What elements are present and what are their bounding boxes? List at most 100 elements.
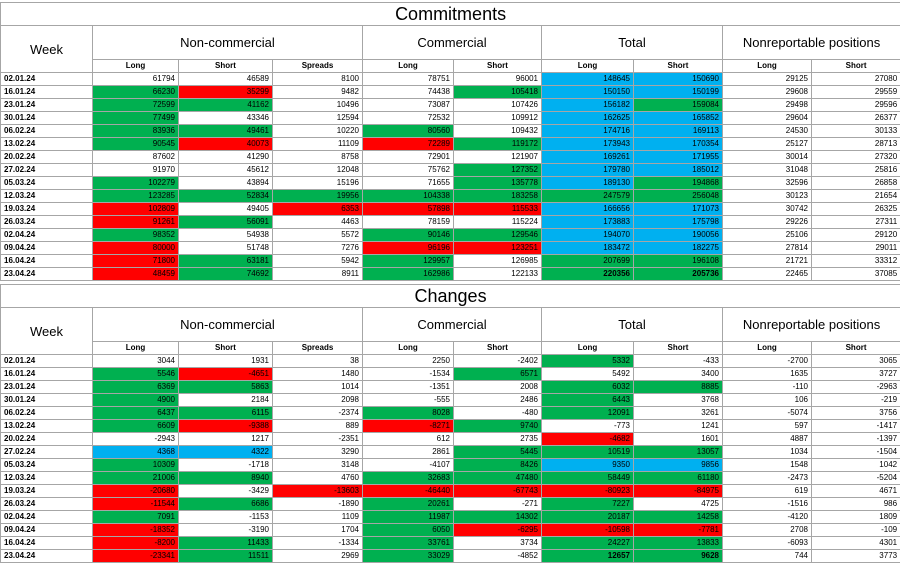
value-cell: 1548 (722, 458, 812, 472)
value-cell: 25106 (722, 228, 812, 242)
value-cell: 33312 (810, 254, 900, 268)
value-cell: 1635 (722, 367, 812, 381)
value-cell: 66230 (92, 85, 179, 99)
table-row: 27.02.24 91970 45612 12048 75762 127352 179780… (0, 163, 900, 177)
value-cell: 72289 (362, 137, 454, 151)
week-date-cell: 27.02.24 (0, 163, 93, 177)
value-cell: 56091 (178, 215, 273, 229)
value-cell: -1890 (272, 497, 363, 511)
commitments-body: 02.01.24 61794 46589 8100 78751 96001 148645 15… (0, 72, 900, 281)
value-cell: 27814 (722, 241, 812, 255)
value-cell: 135778 (453, 176, 542, 190)
group-commercial: Commercial (362, 307, 542, 342)
table-row: 12.03.24 21006 8940 4760 32683 47480 58449 6118… (0, 471, 900, 485)
value-cell: -23341 (92, 549, 179, 563)
commitments-title: Commitments (0, 2, 900, 26)
value-cell: -3190 (178, 523, 273, 537)
value-cell: 4671 (810, 484, 900, 498)
value-cell: 105418 (453, 85, 542, 99)
value-cell: 2861 (362, 445, 454, 459)
group-commercial: Commercial (362, 25, 542, 60)
value-cell: 1704 (272, 523, 363, 537)
week-date-cell: 02.04.24 (0, 228, 93, 242)
value-cell: 98352 (92, 228, 179, 242)
value-cell: 9856 (633, 458, 723, 472)
subheader-noncommercial-short: Short (178, 341, 273, 355)
value-cell: 3290 (272, 445, 363, 459)
value-cell: 148645 (541, 72, 634, 86)
value-cell: 11511 (178, 549, 273, 563)
value-cell: 26377 (810, 111, 900, 125)
value-cell: 2098 (272, 393, 363, 407)
value-cell: -1334 (272, 536, 363, 550)
value-cell: 30742 (722, 202, 812, 216)
value-cell: 29011 (810, 241, 900, 255)
value-cell: 24530 (722, 124, 812, 138)
value-cell: 29559 (810, 85, 900, 99)
value-cell: 6686 (178, 497, 273, 511)
value-cell: 33029 (362, 549, 454, 563)
value-cell: 102809 (92, 202, 179, 216)
value-cell: 4760 (272, 471, 363, 485)
value-cell: 8885 (633, 380, 723, 394)
value-cell: 24227 (541, 536, 634, 550)
value-cell: 612 (362, 432, 454, 446)
value-cell: 90545 (92, 137, 179, 151)
value-cell: 5492 (541, 367, 634, 381)
value-cell: 74438 (362, 85, 454, 99)
value-cell: 80000 (92, 241, 179, 255)
value-cell: 10496 (272, 98, 363, 112)
value-cell: 6115 (178, 406, 273, 420)
value-cell: 169113 (633, 124, 723, 138)
value-cell: 45612 (178, 163, 273, 177)
week-date-cell: 30.01.24 (0, 393, 93, 407)
table-row: 02.04.24 7091 -1153 1109 11987 14302 20187 1425… (0, 510, 900, 524)
value-cell: 22465 (722, 267, 812, 281)
value-cell: 13833 (633, 536, 723, 550)
value-cell: 1931 (178, 354, 273, 368)
value-cell: -9388 (178, 419, 273, 433)
table-row: 02.01.24 61794 46589 8100 78751 96001 148645 15… (0, 72, 900, 86)
value-cell: 104338 (362, 189, 454, 203)
week-date-cell: 16.01.24 (0, 367, 93, 381)
value-cell: 169261 (541, 150, 634, 164)
value-cell: 5572 (272, 228, 363, 242)
week-date-cell: 13.02.24 (0, 137, 93, 151)
value-cell: 194070 (541, 228, 634, 242)
value-cell: 74692 (178, 267, 273, 281)
value-cell: 207699 (541, 254, 634, 268)
value-cell: 2735 (453, 432, 542, 446)
week-date-cell: 27.02.24 (0, 445, 93, 459)
value-cell: 1217 (178, 432, 273, 446)
table-row: 19.03.24 -20680 -3429 -13603 -46440 -67743 -80… (0, 484, 900, 498)
value-cell: 8911 (272, 267, 363, 281)
value-cell: -4107 (362, 458, 454, 472)
value-cell: 87602 (92, 150, 179, 164)
value-cell: 889 (272, 419, 363, 433)
value-cell: 5546 (92, 367, 179, 381)
value-cell: 20187 (541, 510, 634, 524)
table-row: 20.02.24 -2943 1217 -2351 612 2735 -4682 1601 48… (0, 432, 900, 446)
value-cell: 102279 (92, 176, 179, 190)
value-cell: 31048 (722, 163, 812, 177)
value-cell: 46589 (178, 72, 273, 86)
changes-table: Changes Week Non-commercial Commercial T… (0, 284, 900, 563)
week-date-cell: 12.03.24 (0, 189, 93, 203)
week-date-cell: 20.02.24 (0, 150, 93, 164)
value-cell: 109432 (453, 124, 542, 138)
value-cell: 10309 (92, 458, 179, 472)
group-total: Total (541, 307, 723, 342)
value-cell: 26325 (810, 202, 900, 216)
value-cell: 35299 (178, 85, 273, 99)
value-cell: 122133 (453, 267, 542, 281)
value-cell: 174716 (541, 124, 634, 138)
table-row: 23.04.24 -23341 11511 2969 33029 -4852 12657 96… (0, 549, 900, 563)
table-row: 13.02.24 6609 -9388 889 -8271 9740 -773 1241 597… (0, 419, 900, 433)
week-date-cell: 05.03.24 (0, 458, 93, 472)
value-cell: 6369 (92, 380, 179, 394)
value-cell: 115224 (453, 215, 542, 229)
value-cell: 173943 (541, 137, 634, 151)
table-row: 16.04.24 -8200 11433 -1334 33761 3734 24227 138… (0, 536, 900, 550)
value-cell: -480 (453, 406, 542, 420)
value-cell: 40073 (178, 137, 273, 151)
